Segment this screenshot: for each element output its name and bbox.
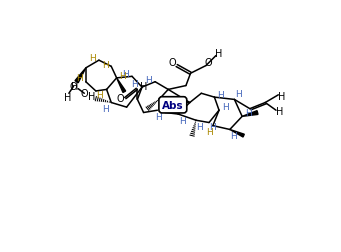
Text: O: O [168, 58, 176, 68]
Text: H: H [131, 79, 138, 88]
Text: O: O [70, 82, 77, 92]
Text: H: H [279, 91, 286, 101]
Text: H: H [140, 81, 147, 91]
Text: H: H [96, 91, 103, 100]
Text: O: O [205, 57, 212, 68]
Text: H: H [64, 93, 71, 103]
Text: H: H [88, 92, 95, 102]
Text: Abs: Abs [162, 100, 184, 110]
Text: H: H [122, 70, 129, 78]
Text: H: H [216, 49, 223, 59]
Polygon shape [230, 130, 244, 138]
Text: H: H [217, 91, 224, 100]
Text: H: H [89, 53, 96, 62]
Text: H: H [209, 122, 216, 131]
Text: H: H [245, 109, 252, 117]
Text: H: H [235, 89, 242, 98]
Polygon shape [242, 111, 258, 117]
Text: H: H [71, 82, 79, 92]
Text: O: O [117, 93, 124, 104]
Text: H: H [206, 128, 212, 137]
Polygon shape [75, 69, 86, 83]
Polygon shape [117, 79, 126, 93]
Text: H: H [76, 74, 83, 83]
Text: H: H [146, 76, 152, 85]
Text: H: H [276, 107, 284, 116]
Text: H: H [119, 72, 126, 81]
Text: H: H [155, 112, 162, 121]
Text: H: H [196, 122, 203, 131]
Text: H: H [179, 116, 186, 125]
Text: H: H [102, 60, 108, 69]
Text: O: O [80, 89, 88, 99]
Text: H: H [102, 105, 108, 114]
Text: H: H [230, 132, 237, 141]
Text: H: H [222, 103, 228, 111]
